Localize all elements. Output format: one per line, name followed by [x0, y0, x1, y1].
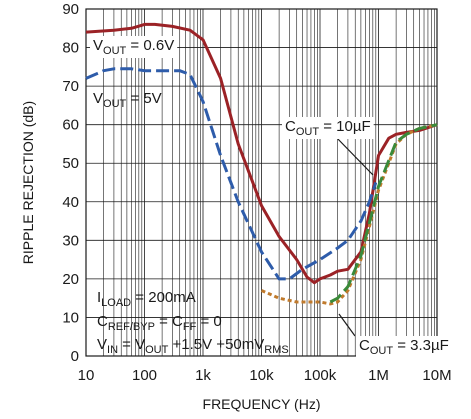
y-tick-label: 40 — [62, 194, 79, 211]
y-tick-label: 20 — [62, 271, 79, 288]
y-tick-label: 50 — [62, 155, 79, 172]
annotation-label: VOUT = 0.6V — [93, 37, 174, 57]
y-tick-label: 90 — [62, 1, 79, 18]
x-tick-label: 1k — [195, 367, 211, 384]
annotation-leader — [334, 135, 374, 176]
series-line-2 — [85, 67, 378, 281]
series-line-3 — [260, 123, 438, 306]
x-tick-label: 100 — [132, 367, 157, 384]
annotation-label: ILOAD = 200mA — [97, 289, 196, 309]
x-tick-label: 10k — [249, 367, 274, 384]
x-axis-title: FREQUENCY (Hz) — [203, 396, 321, 412]
annotation-label: COUT = 10µF — [285, 118, 371, 138]
y-axis-title: RIPPLE REJECTION (dB) — [20, 101, 36, 264]
annotation-label: VOUT = 5V — [93, 90, 162, 110]
tick-labels: 10 100 1k 10k 100k 1M 10M 0 10 20 30 40 50 60 70 80 90 — [62, 1, 451, 384]
annotation-background — [282, 117, 374, 139]
x-tick-label: 10M — [422, 367, 451, 384]
y-tick-label: 60 — [62, 117, 79, 134]
series-layer — [85, 22, 438, 306]
annotation-background — [356, 336, 452, 358]
annotation-leader — [338, 313, 356, 337]
series-line-1 — [85, 22, 438, 285]
x-tick-label: 1M — [368, 367, 389, 384]
y-tick-label: 30 — [62, 232, 79, 249]
annotation-label: CREF/BYP = CFF = 0 — [97, 313, 222, 333]
y-tick-label: 0 — [71, 348, 79, 365]
x-tick-label: 10 — [78, 367, 95, 384]
y-tick-label: 70 — [62, 78, 79, 95]
y-tick-label: 10 — [62, 309, 79, 326]
x-tick-label: 100k — [304, 367, 337, 384]
plot-frame — [85, 8, 438, 357]
annotation-label: VIN = VOUT +1.5V +50mVRMS — [97, 336, 289, 356]
annotations: VOUT = 0.6V VOUT = 5V COUT = 10µF COUT = 3.… — [90, 36, 452, 358]
series-line-4 — [329, 123, 438, 304]
annotation-label: COUT = 3.3µF — [359, 337, 449, 357]
y-tick-label: 80 — [62, 40, 79, 57]
annotation-background — [90, 36, 178, 58]
